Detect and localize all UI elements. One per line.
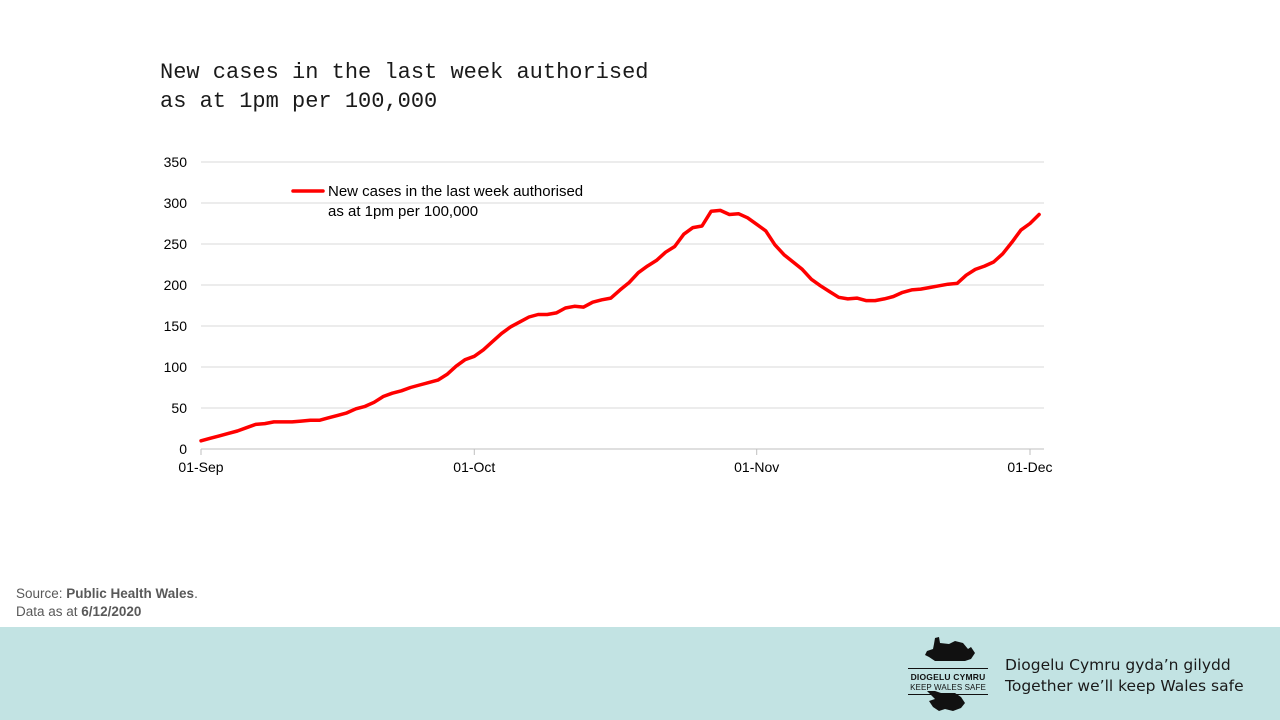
keep-wales-safe-logo: DIOGELU CYMRU KEEP WALES SAFE [905,635,995,713]
legend-label-line: New cases in the last week authorised [328,183,583,200]
y-tick-label: 250 [164,236,188,252]
source-note: Source: Public Health Wales. Data as at … [16,585,198,621]
y-tick-label: 0 [179,441,187,457]
data-date-line: Data as at 6/12/2020 [16,603,198,621]
data-date-label: Data as at [16,604,82,619]
slide-title-line2: as at 1pm per 100,000 [160,89,438,114]
chart-grid [201,161,1044,409]
wales-map-icon [925,637,975,711]
source-label: Source: [16,586,67,601]
data-date: 6/12/2020 [81,604,142,619]
x-tick-label: 01-Dec [1007,459,1052,475]
y-tick-label: 100 [164,359,188,375]
y-tick-label: 300 [164,195,188,211]
legend-label: New cases in the last week authorised as … [328,183,583,220]
logo-rule-bottom [908,694,988,695]
tagline-welsh: Diogelu Cymru gyda’n gilydd [1005,656,1231,674]
logo-rule-top [908,668,988,669]
y-tick-label: 350 [164,154,188,170]
source-period: . [194,586,198,601]
line-chart: 0 50 100 150 200 250 300 350 01-Sep 01-Oct 01-Nov… [164,154,1053,475]
tagline: Diogelu Cymru gyda’n gilydd Together we’… [1005,655,1244,697]
legend-label-line: as at 1pm per 100,000 [328,203,478,220]
slide-title-line1: New cases in the last week authorised [160,60,649,85]
tagline-english: Together we’ll keep Wales safe [1005,677,1244,695]
chart-legend: New cases in the last week authorised as … [291,183,583,220]
series-line [199,208,1041,443]
y-tick-label: 150 [164,318,188,334]
y-axis: 0 50 100 150 200 250 300 350 [164,154,188,457]
logo-text-english: KEEP WALES SAFE [910,683,986,692]
logo-text-welsh: DIOGELU CYMRU [910,672,986,682]
source-line: Source: Public Health Wales. [16,585,198,603]
x-tick-label: 01-Nov [734,459,779,475]
chart-series [199,208,1041,443]
y-tick-label: 200 [164,277,188,293]
footer-banner: DIOGELU CYMRU KEEP WALES SAFE Diogelu Cy… [0,627,1280,720]
x-axis: 01-Sep 01-Oct 01-Nov 01-Dec [178,448,1053,475]
y-tick-label: 50 [171,400,187,416]
slide-title: New cases in the last week authorised as… [160,58,648,116]
source-org: Public Health Wales [66,586,195,601]
x-tick-label: 01-Sep [178,459,223,475]
x-tick-label: 01-Oct [453,459,495,475]
